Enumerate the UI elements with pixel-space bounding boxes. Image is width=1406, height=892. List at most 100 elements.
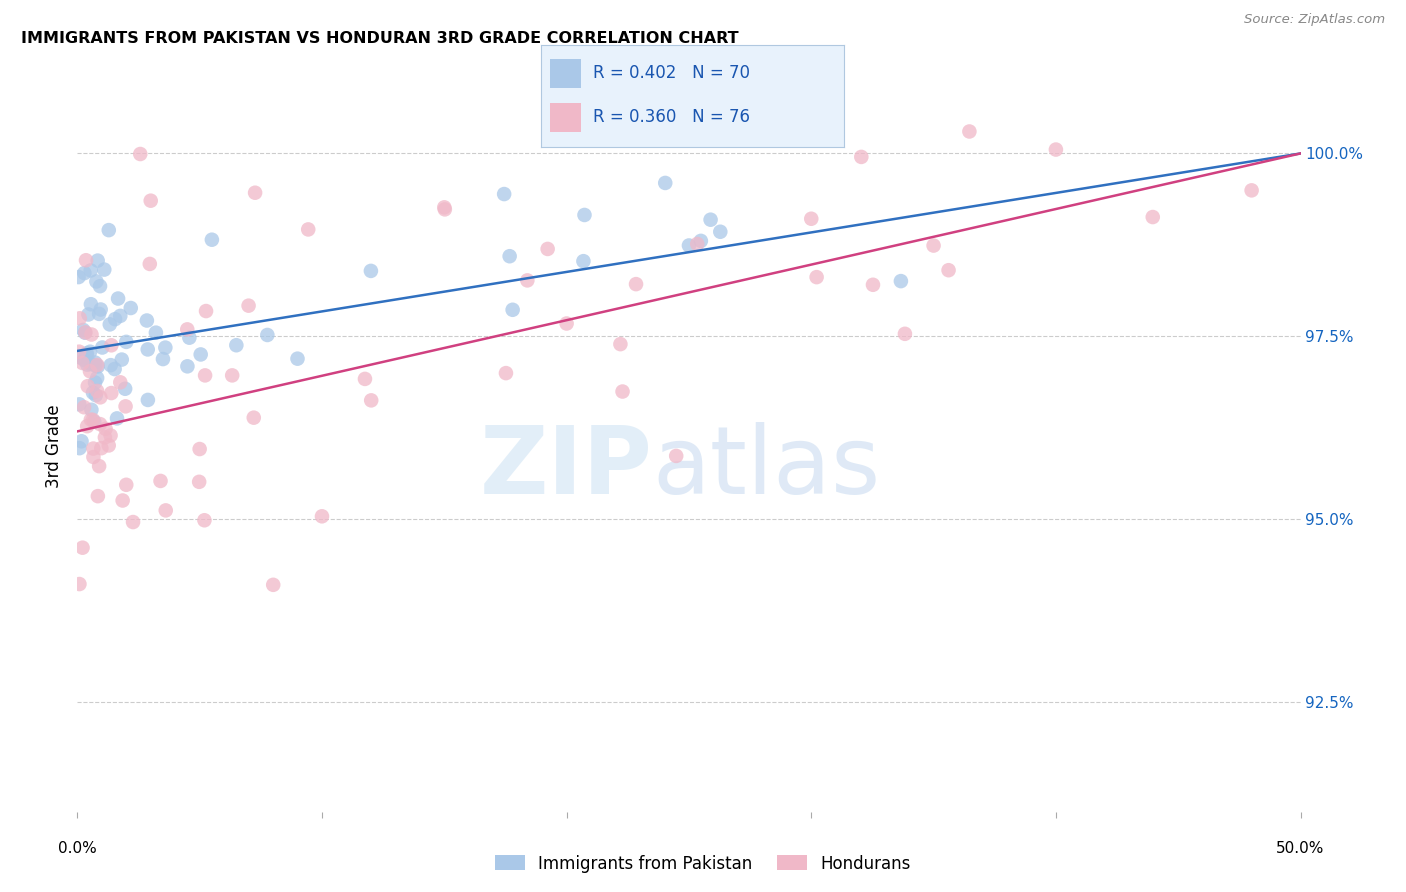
- Point: [1045, 143, 1067, 157]
- Point: [80, 357, 103, 371]
- Point: [495, 366, 517, 380]
- Point: [699, 212, 721, 227]
- Point: [678, 238, 700, 252]
- Point: [433, 202, 456, 217]
- Point: [94, 430, 117, 444]
- Point: [86, 275, 108, 289]
- Point: [114, 400, 136, 414]
- Point: [87, 489, 110, 503]
- Point: [97, 438, 120, 452]
- Point: [190, 347, 212, 361]
- Point: [80, 412, 103, 426]
- Point: [894, 326, 917, 341]
- Point: [654, 176, 676, 190]
- Point: [176, 359, 198, 374]
- Point: [72, 323, 94, 337]
- Point: [256, 328, 278, 343]
- Point: [82, 385, 104, 400]
- Point: [86, 358, 108, 372]
- Point: [67, 270, 90, 285]
- Point: [76, 379, 98, 393]
- Point: [72, 541, 94, 555]
- Point: [69, 351, 91, 365]
- Point: [69, 311, 91, 326]
- Point: [100, 358, 122, 372]
- Point: [73, 326, 96, 340]
- Text: R = 0.402   N = 70: R = 0.402 N = 70: [593, 64, 749, 82]
- Point: [1240, 183, 1263, 197]
- Point: [135, 313, 157, 327]
- Point: [122, 515, 145, 529]
- Point: [922, 238, 945, 252]
- Point: [221, 368, 243, 383]
- FancyBboxPatch shape: [550, 103, 581, 132]
- Point: [149, 474, 172, 488]
- Point: [242, 410, 264, 425]
- Point: [957, 124, 980, 138]
- Point: [537, 242, 560, 256]
- Point: [79, 344, 101, 359]
- Point: [225, 338, 247, 352]
- Point: [1142, 210, 1164, 224]
- Point: [800, 211, 823, 226]
- Point: [80, 327, 103, 342]
- Point: [104, 312, 127, 326]
- Text: ZIP: ZIP: [479, 422, 652, 514]
- Point: [851, 150, 873, 164]
- Point: [360, 264, 382, 278]
- Point: [97, 223, 120, 237]
- Point: [360, 393, 382, 408]
- Point: [609, 337, 631, 351]
- Point: [890, 274, 912, 288]
- Text: 0.0%: 0.0%: [58, 841, 97, 856]
- Point: [188, 442, 211, 456]
- Point: [76, 419, 98, 434]
- Point: [104, 362, 127, 376]
- Point: [82, 442, 104, 456]
- Point: [84, 376, 107, 390]
- Point: [90, 441, 112, 455]
- Point: [100, 428, 122, 442]
- Point: [311, 509, 333, 524]
- Point: [152, 352, 174, 367]
- Point: [86, 253, 108, 268]
- Point: [100, 386, 122, 401]
- Point: [94, 422, 117, 436]
- Point: [67, 344, 90, 359]
- Point: [188, 475, 211, 489]
- Point: [262, 578, 284, 592]
- Text: IMMIGRANTS FROM PAKISTAN VS HONDURAN 3RD GRADE CORRELATION CHART: IMMIGRANTS FROM PAKISTAN VS HONDURAN 3RD…: [21, 31, 738, 46]
- Point: [82, 450, 104, 464]
- Point: [89, 390, 111, 404]
- Point: [612, 384, 634, 399]
- Point: [80, 402, 103, 417]
- Point: [572, 254, 595, 268]
- Point: [136, 343, 159, 357]
- Point: [93, 262, 115, 277]
- Point: [89, 417, 111, 431]
- Point: [84, 359, 107, 373]
- Point: [75, 253, 97, 268]
- Point: [494, 187, 516, 202]
- Text: Source: ZipAtlas.com: Source: ZipAtlas.com: [1244, 13, 1385, 27]
- Text: 50.0%: 50.0%: [1277, 841, 1324, 856]
- Point: [433, 200, 456, 214]
- Point: [90, 302, 112, 317]
- Point: [83, 415, 105, 429]
- Point: [111, 352, 134, 367]
- Point: [76, 358, 98, 372]
- Point: [77, 308, 100, 322]
- Point: [105, 411, 128, 425]
- Point: [80, 263, 103, 277]
- Point: [195, 304, 218, 318]
- Point: [87, 359, 110, 374]
- Point: [155, 503, 177, 517]
- Point: [297, 222, 319, 236]
- Legend: Immigrants from Pakistan, Hondurans: Immigrants from Pakistan, Hondurans: [488, 848, 918, 880]
- Point: [82, 413, 104, 427]
- Point: [110, 309, 132, 323]
- Point: [574, 208, 596, 222]
- Point: [516, 273, 538, 287]
- Point: [139, 194, 162, 208]
- Point: [243, 186, 266, 200]
